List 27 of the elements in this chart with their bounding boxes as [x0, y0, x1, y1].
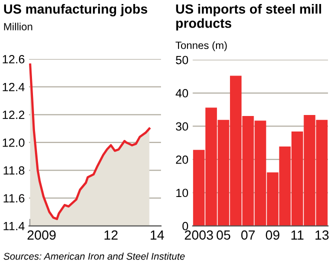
- x-tick-label: 09: [266, 230, 280, 240]
- x-tick-label: 05: [216, 230, 230, 240]
- source-note: Sources: American Iron and Steel Institute: [4, 252, 185, 260]
- x-tick-label: 13: [316, 230, 329, 240]
- y-tick-label: 0: [182, 222, 188, 230]
- x-tick-label: 2009: [28, 230, 56, 240]
- y-tick-label: 11.4: [4, 222, 25, 230]
- chart-title: US imports of steel mill products: [176, 4, 322, 31]
- x-tick-label: 14: [150, 230, 164, 240]
- y-tick-label: 12.0: [2, 138, 24, 147]
- x-tick-label: 2003: [184, 230, 213, 240]
- chart-title: US manufacturing jobs: [4, 4, 148, 16]
- y-tick-label: 30: [176, 122, 188, 131]
- y-tick-label: 12.6: [2, 55, 24, 64]
- y-tick-label: 12.4: [2, 82, 25, 92]
- chart-subtitle: Tonnes (m): [176, 41, 227, 52]
- x-tick-label: 12: [104, 230, 118, 240]
- y-tick-label: 50: [176, 56, 188, 64]
- chart-subtitle: Million: [4, 22, 32, 30]
- y-tick-label: 11.6: [4, 194, 24, 202]
- y-tick-label: 12.2: [2, 110, 24, 119]
- y-tick-label: 10: [176, 188, 188, 198]
- x-tick-label: 11: [291, 230, 304, 240]
- y-tick-label: 20: [176, 155, 188, 164]
- y-tick-label: 11.8: [4, 166, 24, 175]
- y-tick-label: 40: [176, 89, 188, 98]
- x-tick-label: 07: [241, 230, 255, 240]
